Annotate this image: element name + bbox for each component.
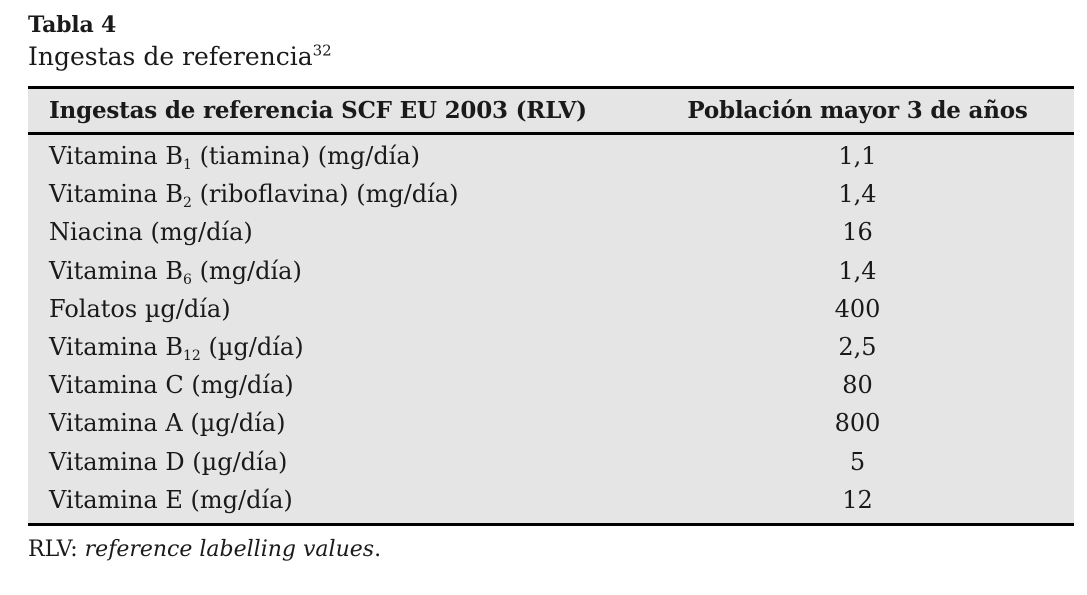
subscript: 6 (183, 271, 192, 288)
value-cell: 1,4 (838, 180, 877, 209)
value-cell: 800 (834, 409, 881, 438)
nutrient-cell: Vitamina D (µg/día) (49, 447, 288, 476)
table-row: Vitamina D (µg/día) 5 (28, 443, 1074, 481)
value-cell: 400 (834, 294, 881, 323)
header-cell-intakes: Ingestas de referencia SCF EU 2003 (RLV) (49, 97, 587, 124)
caption-title-text: Ingestas de referencia (28, 42, 313, 71)
table-row: Vitamina B12 (µg/día) 2,5 (28, 328, 1074, 366)
value-cell: 80 (842, 371, 873, 400)
table-caption-title: Ingestas de referencia32 (28, 41, 1087, 73)
nutrient-cell: Vitamina B12 (µg/día) (49, 333, 304, 365)
reference-intake-table: Ingestas de referencia SCF EU 2003 (RLV)… (28, 86, 1074, 526)
subscript: 12 (183, 348, 201, 365)
nutrient-cell: Vitamina C (mg/día) (49, 371, 294, 400)
header-cell-population: Población mayor 3 de años (687, 97, 1028, 124)
table-figure: Tabla 4 Ingestas de referencia32 Ingesta… (28, 12, 1087, 564)
value-cell: 16 (842, 218, 873, 247)
table-row: Vitamina B1 (tiamina) (mg/día) 1,1 (28, 137, 1074, 175)
value-cell: 1,4 (838, 256, 877, 285)
footnote-definition: reference labelling values (84, 536, 375, 562)
table-row: Folatos µg/día) 400 (28, 290, 1074, 328)
nutrient-cell: Niacina (mg/día) (49, 218, 253, 247)
table-row: Niacina (mg/día) 16 (28, 213, 1074, 251)
nutrient-cell: Vitamina B6 (mg/día) (49, 256, 302, 288)
subscript: 2 (183, 195, 192, 212)
table-header-row: Ingestas de referencia SCF EU 2003 (RLV)… (28, 89, 1074, 135)
table-row: Vitamina B6 (mg/día) 1,4 (28, 252, 1074, 290)
reference-superscript: 32 (312, 41, 332, 60)
nutrient-cell: Folatos µg/día) (49, 294, 231, 323)
subscript: 1 (183, 157, 192, 174)
footnote-terminator: . (374, 536, 382, 562)
table-body: Vitamina B1 (tiamina) (mg/día) 1,1 Vitam… (28, 135, 1074, 523)
nutrient-cell: Vitamina A (µg/día) (49, 409, 286, 438)
table-row: Vitamina C (mg/día) 80 (28, 366, 1074, 404)
nutrient-cell: Vitamina E (mg/día) (49, 485, 293, 514)
table-row: Vitamina B2 (riboflavina) (mg/día) 1,4 (28, 175, 1074, 213)
table-row: Vitamina E (mg/día) 12 (28, 481, 1074, 519)
table-caption-label: Tabla 4 (28, 12, 117, 38)
footnote-abbreviation: RLV: (28, 536, 85, 562)
value-cell: 12 (842, 485, 873, 514)
table-row: Vitamina A (µg/día) 800 (28, 404, 1074, 442)
value-cell: 2,5 (838, 333, 877, 362)
nutrient-cell: Vitamina B2 (riboflavina) (mg/día) (49, 180, 459, 212)
nutrient-cell: Vitamina B1 (tiamina) (mg/día) (49, 142, 421, 174)
value-cell: 5 (849, 447, 866, 476)
table-footnote: RLV: reference labelling values. (28, 536, 1087, 564)
value-cell: 1,1 (838, 142, 877, 171)
